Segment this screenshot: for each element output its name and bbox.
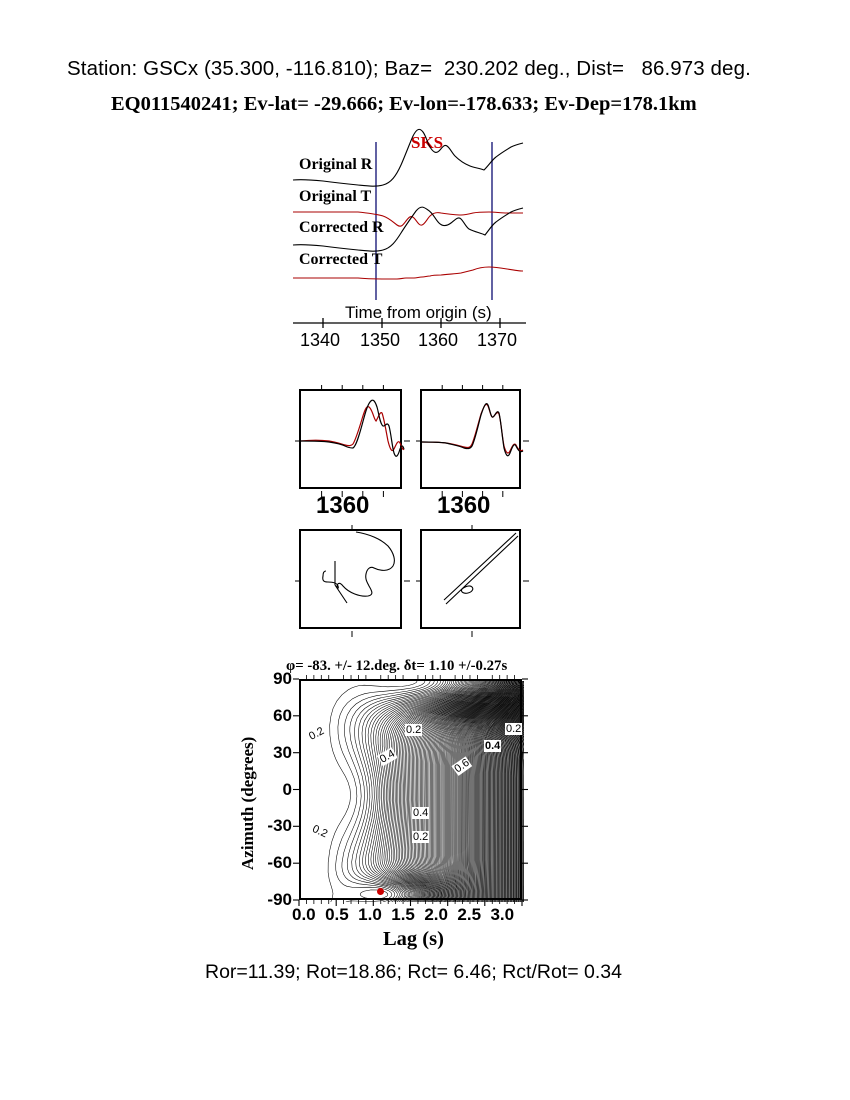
svg-text:SKS: SKS (411, 133, 443, 152)
